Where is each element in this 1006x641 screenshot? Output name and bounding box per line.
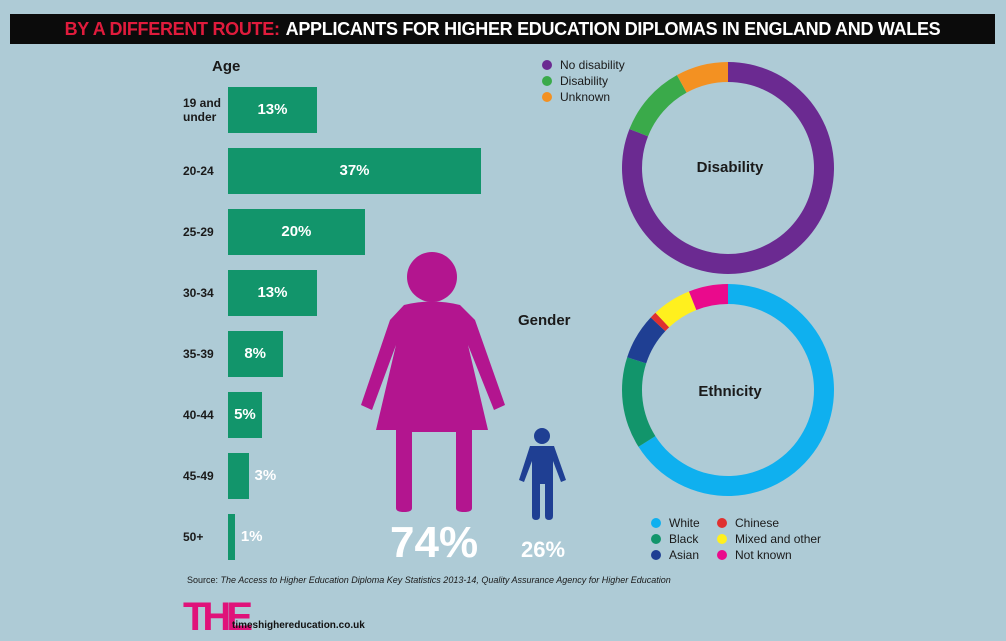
ethnicity-slice	[655, 291, 697, 328]
ethnicity-legend-col2: Chinese Mixed and other Not known	[717, 515, 821, 563]
age-bar-value-label: 8%	[244, 345, 267, 362]
site-url: timeshighereducation.co.uk	[232, 620, 365, 631]
age-bar	[228, 453, 249, 499]
age-bar	[228, 209, 365, 255]
age-category-label: 45-49	[183, 469, 214, 483]
age-bar-value-label: 5%	[234, 406, 256, 423]
legend-swatch	[717, 550, 727, 560]
age-category-label: 30-34	[183, 286, 214, 300]
disability-slice	[676, 62, 728, 93]
age-bar	[228, 270, 317, 316]
ethnicity-legend-item: Mixed and other	[717, 531, 821, 547]
source-note: Source: The Access to Higher Education D…	[187, 575, 671, 585]
ethnicity-slice	[627, 317, 666, 364]
legend-label: Unknown	[560, 90, 611, 104]
disability-legend-item: No disability	[542, 57, 625, 73]
age-category-label: 20-24	[183, 164, 214, 178]
disability-legend: No disability Disability Unknown	[542, 57, 625, 105]
legend-label: White	[669, 516, 700, 530]
age-bar-value-label: 1%	[240, 528, 263, 545]
ethnicity-legend-item: Asian	[651, 547, 700, 563]
age-chart-title: Age	[212, 58, 241, 75]
male-figure-icon	[519, 428, 566, 520]
age-bar	[228, 392, 263, 438]
legend-swatch	[542, 76, 552, 86]
age-bar	[228, 331, 283, 377]
ethnicity-legend-item: White	[651, 515, 700, 531]
female-percent-label: 74%	[390, 518, 479, 567]
legend-label: Disability	[560, 74, 609, 88]
ethnicity-legend-item: Chinese	[717, 515, 821, 531]
legend-swatch	[651, 518, 661, 528]
age-category-label: 40-44	[183, 408, 214, 422]
ethnicity-legend-item: Not known	[717, 547, 821, 563]
legend-label: Chinese	[735, 516, 780, 530]
legend-swatch	[542, 92, 552, 102]
the-logo: THE	[183, 595, 253, 639]
age-bar	[228, 148, 481, 194]
gender-chart-title: Gender	[518, 312, 571, 329]
ethnicity-slice	[650, 312, 670, 332]
age-bar-value-label: 13%	[257, 101, 288, 118]
banner-kicker: BY A DIFFERENT ROUTE:	[64, 18, 280, 39]
legend-swatch	[651, 534, 661, 544]
banner-headline: APPLICANTS FOR HIGHER EDUCATION DIPLOMAS…	[285, 18, 941, 39]
legend-swatch	[542, 60, 552, 70]
age-bar-value-label: 37%	[339, 162, 370, 179]
ethnicity-legend-col1: White Black Asian	[651, 515, 700, 563]
age-bar	[228, 87, 317, 133]
source-prefix: Source:	[187, 575, 219, 585]
title-banner: BY A DIFFERENT ROUTE: APPLICANTS FOR HIG…	[10, 14, 995, 44]
disability-legend-item: Disability	[542, 73, 625, 89]
disability-slice	[629, 75, 687, 137]
age-bar-value-label: 13%	[257, 284, 288, 301]
age-bar	[228, 514, 235, 560]
male-percent-label: 26%	[521, 537, 566, 562]
ethnicity-slice	[688, 284, 728, 311]
legend-swatch	[717, 518, 727, 528]
age-bar-value-label: 3%	[254, 467, 277, 484]
source-text: The Access to Higher Education Diploma K…	[220, 575, 671, 585]
female-figure-icon	[361, 252, 505, 512]
legend-label: Mixed and other	[735, 532, 822, 546]
legend-label: No disability	[560, 58, 625, 72]
age-category-label: 19 and under	[183, 96, 222, 124]
age-category-label: 25-29	[183, 225, 214, 239]
legend-label: Black	[669, 532, 699, 546]
legend-label: Asian	[669, 548, 700, 562]
age-category-label: 35-39	[183, 347, 214, 361]
age-category-label: 50+	[183, 530, 204, 544]
legend-swatch	[717, 534, 727, 544]
legend-swatch	[651, 550, 661, 560]
legend-label: Not known	[735, 548, 792, 562]
ethnicity-legend-item: Black	[651, 531, 700, 547]
ethnicity-slice	[622, 357, 656, 447]
ethnicity-chart-title: Ethnicity	[698, 383, 762, 400]
disability-chart-title: Disability	[696, 159, 764, 176]
age-bar-value-label: 20%	[281, 223, 312, 240]
disability-legend-item: Unknown	[542, 89, 625, 105]
